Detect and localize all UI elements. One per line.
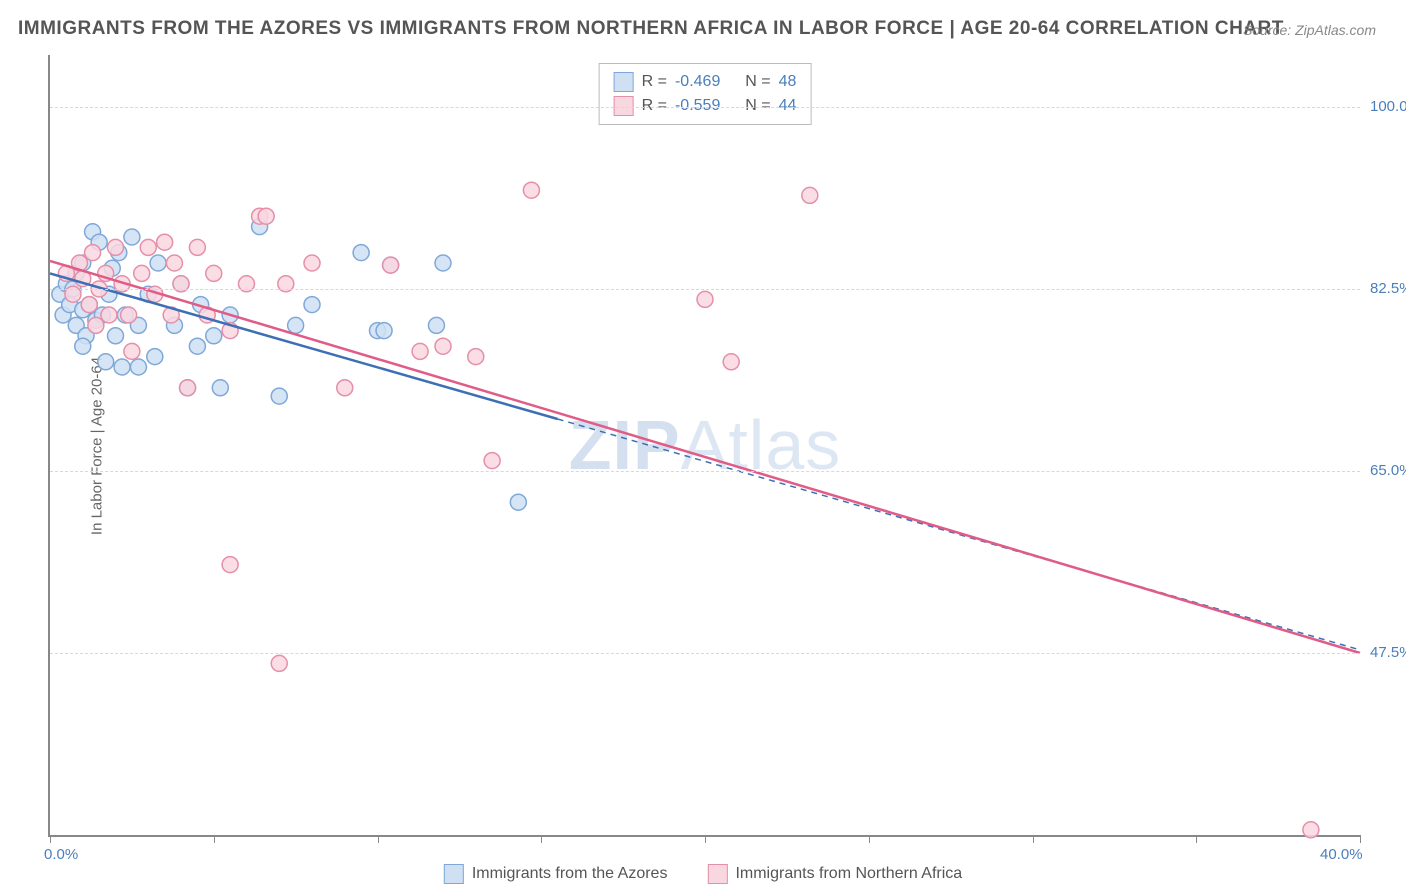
data-point: [75, 338, 91, 354]
legend-item: Immigrants from the Azores: [444, 864, 668, 884]
data-point: [180, 380, 196, 396]
trend-line: [50, 261, 1360, 653]
data-point: [510, 494, 526, 510]
legend-label: Immigrants from Northern Africa: [735, 865, 962, 883]
x-tick-label-right: 40.0%: [1320, 846, 1363, 863]
data-point: [337, 380, 353, 396]
legend-swatch: [614, 96, 634, 116]
data-point: [98, 354, 114, 370]
data-point: [81, 297, 97, 313]
data-point: [108, 328, 124, 344]
gridline: [50, 289, 1360, 290]
bottom-legend: Immigrants from the Azores Immigrants fro…: [444, 864, 962, 884]
data-point: [166, 255, 182, 271]
data-point: [435, 338, 451, 354]
data-point: [157, 234, 173, 250]
data-point: [150, 255, 166, 271]
r-label: R =: [642, 94, 667, 118]
chart-title: IMMIGRANTS FROM THE AZORES VS IMMIGRANTS…: [18, 18, 1284, 40]
legend-swatch: [707, 864, 727, 884]
data-point: [258, 208, 274, 224]
data-point: [412, 343, 428, 359]
data-point: [189, 338, 205, 354]
n-label: N =: [745, 70, 770, 94]
legend-swatch: [444, 864, 464, 884]
x-tick: [705, 835, 706, 843]
data-point: [697, 291, 713, 307]
legend-swatch: [614, 72, 634, 92]
data-point: [108, 239, 124, 255]
n-value: 48: [779, 70, 797, 94]
gridline: [50, 653, 1360, 654]
gridline: [50, 107, 1360, 108]
x-tick: [541, 835, 542, 843]
r-label: R =: [642, 70, 667, 94]
data-point: [222, 557, 238, 573]
n-label: N =: [745, 94, 770, 118]
data-point: [189, 239, 205, 255]
x-tick-label-left: 0.0%: [44, 846, 78, 863]
data-point: [212, 380, 228, 396]
correlation-row: R = -0.559 N = 44: [614, 94, 797, 118]
data-point: [206, 328, 222, 344]
chart-svg: [50, 55, 1360, 835]
r-value: -0.559: [675, 94, 720, 118]
source-attribution: Source: ZipAtlas.com: [1243, 22, 1376, 38]
data-point: [130, 359, 146, 375]
data-point: [134, 265, 150, 281]
x-tick: [869, 835, 870, 843]
data-point: [101, 307, 117, 323]
data-point: [435, 255, 451, 271]
r-value: -0.469: [675, 70, 720, 94]
x-tick: [50, 835, 51, 843]
data-point: [206, 265, 222, 281]
data-point: [85, 245, 101, 261]
x-tick: [1360, 835, 1361, 843]
y-tick-label: 82.5%: [1370, 280, 1406, 297]
legend-label: Immigrants from the Azores: [472, 865, 668, 883]
data-point: [428, 317, 444, 333]
data-point: [271, 388, 287, 404]
x-tick: [1033, 835, 1034, 843]
y-tick-label: 47.5%: [1370, 644, 1406, 661]
x-tick: [214, 835, 215, 843]
data-point: [468, 349, 484, 365]
gridline: [50, 471, 1360, 472]
data-point: [304, 297, 320, 313]
data-point: [140, 239, 156, 255]
data-point: [288, 317, 304, 333]
data-point: [353, 245, 369, 261]
data-point: [484, 453, 500, 469]
data-point: [147, 349, 163, 365]
data-point: [1303, 822, 1319, 838]
x-tick: [378, 835, 379, 843]
n-value: 44: [779, 94, 797, 118]
legend-item: Immigrants from Northern Africa: [707, 864, 962, 884]
data-point: [121, 307, 137, 323]
correlation-legend: R = -0.469 N = 48 R = -0.559 N = 44: [599, 63, 812, 125]
data-point: [88, 317, 104, 333]
data-point: [271, 655, 287, 671]
data-point: [124, 229, 140, 245]
trend-line-extrapolated: [558, 419, 1360, 650]
data-point: [802, 187, 818, 203]
correlation-row: R = -0.469 N = 48: [614, 70, 797, 94]
data-point: [114, 359, 130, 375]
y-tick-label: 65.0%: [1370, 462, 1406, 479]
data-point: [723, 354, 739, 370]
data-point: [124, 343, 140, 359]
data-point: [376, 323, 392, 339]
data-point: [383, 257, 399, 273]
data-point: [304, 255, 320, 271]
plot-area: ZIPAtlas R =-0.469 N =48R =-0.559 N =44 …: [48, 55, 1360, 837]
x-tick: [1196, 835, 1197, 843]
y-tick-label: 100.0%: [1370, 98, 1406, 115]
data-point: [523, 182, 539, 198]
